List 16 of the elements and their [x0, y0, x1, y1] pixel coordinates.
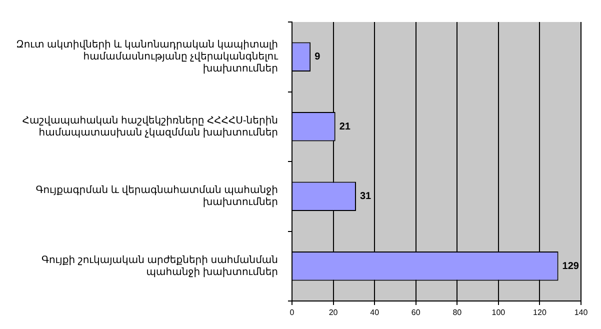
x-tick-label: 140 [574, 308, 588, 318]
data-label: 31 [360, 191, 372, 202]
x-tick-label: 60 [411, 308, 421, 318]
x-tick-label: 80 [452, 308, 462, 318]
data-label: 129 [562, 260, 580, 272]
x-tick-label: 0 [290, 308, 295, 318]
y-tick-label: Գույքի շուկայական արժեքների սահմանման պահանջի խախտումներ [41, 254, 278, 278]
x-tick-label: 20 [328, 308, 338, 318]
y-tick-label: Գույքագրման և վերագնահատման պահանջի խախտումներ [36, 185, 278, 208]
x-tick-label: 100 [492, 308, 506, 318]
y-tick-label: Զուտ ակտիվների և կանոնադրական կապիտալի համամասնությանը չվերականգնելու խախտումներ [16, 40, 279, 75]
x-tick-label: 120 [533, 308, 547, 318]
data-label: 9 [314, 52, 321, 63]
data-label: 21 [339, 121, 351, 132]
x-tick-label: 40 [370, 308, 380, 318]
y-tick-label: Հաշվապահական հաշվեկշիռները ՀՀՀՀՍ-ներին համապատասխան չկազմման խախտումներ [22, 115, 278, 138]
